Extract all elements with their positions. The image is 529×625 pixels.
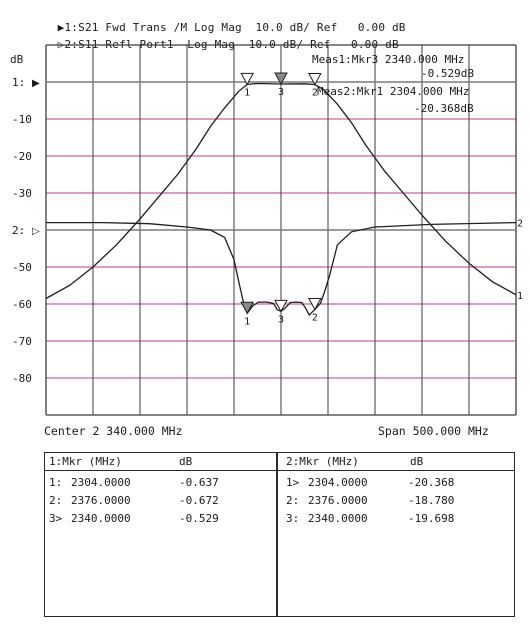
marker-label: 3 <box>278 87 284 98</box>
marker-triangle <box>240 72 255 86</box>
marker-label: 3 <box>278 314 284 325</box>
marker-row-id: 2: <box>49 494 63 507</box>
center-frequency: Center 2 340.000 MHz <box>44 424 183 438</box>
reference-level-marker: ▷ <box>32 226 40 237</box>
y-axis-unit: dB <box>10 53 24 66</box>
y-tick-label: -30 <box>12 187 32 200</box>
marker-row-frequency: 2304.0000 <box>308 476 368 489</box>
marker-table-trace2-title: 2:Mkr (MHz) <box>286 455 359 468</box>
y-tick-label: 2: <box>12 224 25 237</box>
y-tick-label: -50 <box>12 261 32 274</box>
trace1-header-text: 1:S21 Fwd Trans /M Log Mag 10.0 dB/ Ref … <box>64 21 406 34</box>
marker-row-frequency: 2376.0000 <box>308 494 368 507</box>
marker-label: 1 <box>244 87 250 98</box>
marker-row-value: -0.529 <box>179 512 219 525</box>
reference-level-marker: ▶ <box>32 78 40 89</box>
marker-label: 2 <box>312 87 318 98</box>
marker-row-frequency: 2340.0000 <box>308 512 368 525</box>
sparameter-plot: dB 1: ▶ -10 -20 -30 2: ▷ -50 -60 -70 -80 1 2 1 2 3 1 2 3 Mea… <box>10 44 523 416</box>
marker-row-id: 3> <box>49 512 63 525</box>
marker-row-id: 1> <box>286 476 300 489</box>
span-frequency: Span 500.000 MHz <box>378 424 489 438</box>
marker-table-trace1: 1:Mkr (MHz) dB 1: 2304.0000 -0.637 2: 23… <box>44 452 277 617</box>
marker-table-trace2: 2:Mkr (MHz) dB 1> 2304.0000 -20.368 2: 2… <box>277 452 515 617</box>
marker-row-value: -0.672 <box>179 494 219 507</box>
trace1-active-marker: ▶ <box>57 21 65 34</box>
marker-row-id: 1: <box>49 476 63 489</box>
marker-readout: -0.529dB <box>421 67 474 80</box>
marker-row-value: -18.780 <box>408 494 455 507</box>
marker-row-frequency: 2304.0000 <box>71 476 131 489</box>
y-tick-label: -20 <box>12 150 32 163</box>
y-tick-label: -60 <box>12 298 32 311</box>
marker-triangle <box>240 301 255 315</box>
marker-label: 1 <box>244 316 250 327</box>
marker-table-trace2-divider <box>278 470 514 471</box>
marker-readout: -20.368dB <box>414 102 474 115</box>
trace-end-label: 2 <box>517 219 523 230</box>
marker-row-frequency: 2340.0000 <box>71 512 131 525</box>
marker-table-trace1-title: 1:Mkr (MHz) <box>49 455 122 468</box>
y-tick-label: 1: <box>12 76 25 89</box>
marker-row-id: 3: <box>286 512 300 525</box>
trace-end-label: 1 <box>517 291 523 302</box>
marker-label: 2 <box>312 313 318 324</box>
marker-readout: Meas2:Mkr1 2304.000 MHz <box>317 85 469 98</box>
marker-triangle <box>274 72 288 86</box>
trace-line <box>46 221 517 317</box>
trace1-header: ▶1:S21 Fwd Trans /M Log Mag 10.0 dB/ Ref… <box>44 8 406 34</box>
marker-triangle <box>307 72 322 86</box>
marker-row-value: -19.698 <box>408 512 455 525</box>
marker-row-frequency: 2376.0000 <box>71 494 131 507</box>
marker-readout: Meas1:Mkr3 2340.000 MHz <box>312 53 464 66</box>
trace2-header: ▷2:S11 Refl Port1 Log Mag 10.0 dB/ Ref 0… <box>44 25 399 51</box>
marker-table-trace1-unit: dB <box>179 455 193 468</box>
marker-table-trace2-unit: dB <box>410 455 424 468</box>
y-tick-label: -80 <box>12 372 32 385</box>
marker-row-value: -0.637 <box>179 476 219 489</box>
trace2-header-text: 2:S11 Refl Port1 Log Mag 10.0 dB/ Ref 0.… <box>64 38 399 51</box>
y-tick-label: -70 <box>12 335 32 348</box>
marker-triangle <box>307 298 322 311</box>
marker-triangle <box>274 299 288 313</box>
marker-table-trace1-divider <box>45 470 276 471</box>
marker-row-value: -20.368 <box>408 476 455 489</box>
y-tick-label: -10 <box>12 113 32 126</box>
marker-row-id: 2: <box>286 494 300 507</box>
